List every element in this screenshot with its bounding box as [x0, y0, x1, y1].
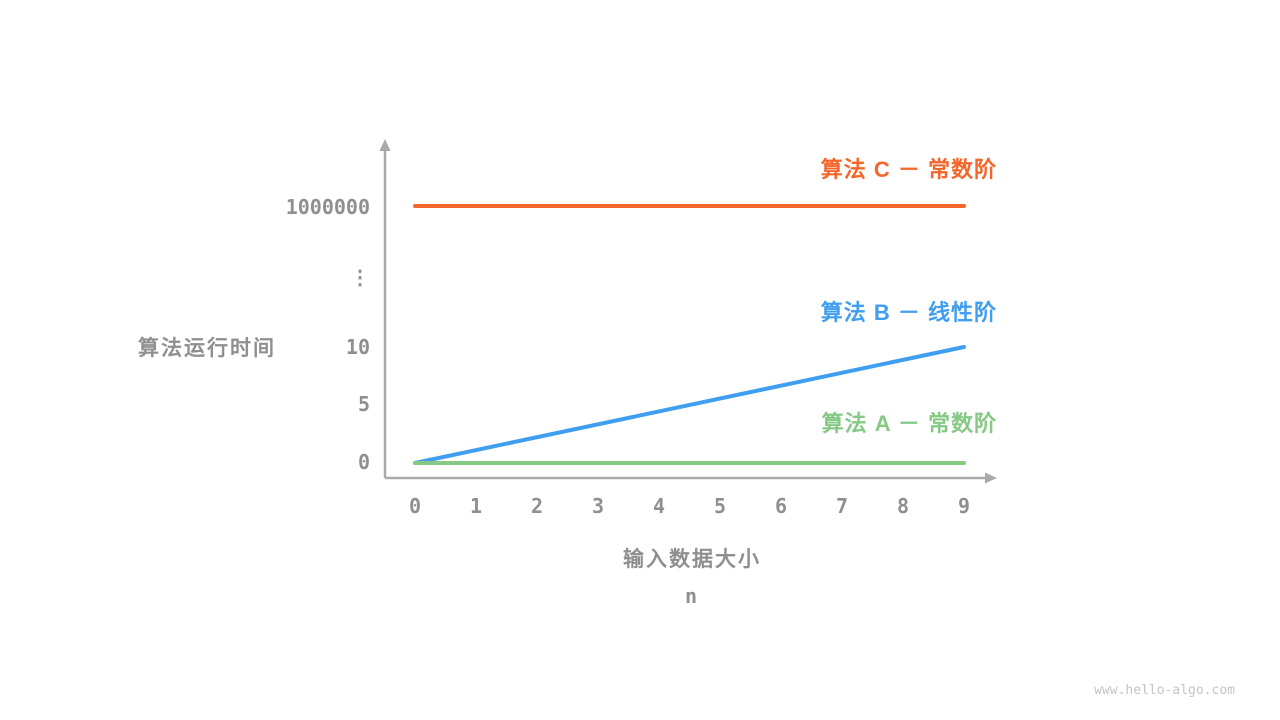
- x-tick-label: 6: [774, 494, 788, 518]
- axes: [379, 139, 997, 484]
- y-axis-title: 算法运行时间: [138, 337, 276, 360]
- legend-label-series-1: 算法 B － 线性阶: [820, 300, 997, 325]
- x-axis-variable: n: [684, 584, 698, 608]
- x-axis-arrow-icon: [985, 472, 997, 484]
- x-tick-label: 7: [835, 494, 849, 518]
- x-tick-label: 2: [530, 494, 544, 518]
- x-axis-title: 输入数据大小: [623, 548, 761, 571]
- y-tick-label: 1000000: [285, 195, 370, 219]
- y-tick-label: ⋮: [350, 265, 370, 289]
- x-tick-label: 8: [896, 494, 910, 518]
- y-tick-label: 10: [345, 335, 370, 359]
- x-tick-label: 9: [957, 494, 971, 518]
- legend-label-series-0: 算法 C － 常数阶: [820, 157, 997, 182]
- x-tick-label: 0: [408, 494, 422, 518]
- watermark: www.hello-algo.com: [1094, 683, 1235, 698]
- legend-label-series-2: 算法 A － 常数阶: [821, 411, 997, 436]
- x-tick-label: 4: [652, 494, 666, 518]
- series-lines: [413, 204, 966, 465]
- y-tick-label: 5: [357, 392, 370, 416]
- x-tick-label: 5: [713, 494, 727, 518]
- y-axis-arrow-icon: [379, 139, 391, 151]
- series-line-1: [413, 345, 966, 465]
- x-tick-label: 1: [469, 494, 483, 518]
- y-tick-label: 0: [357, 450, 370, 474]
- x-tick-label: 3: [591, 494, 605, 518]
